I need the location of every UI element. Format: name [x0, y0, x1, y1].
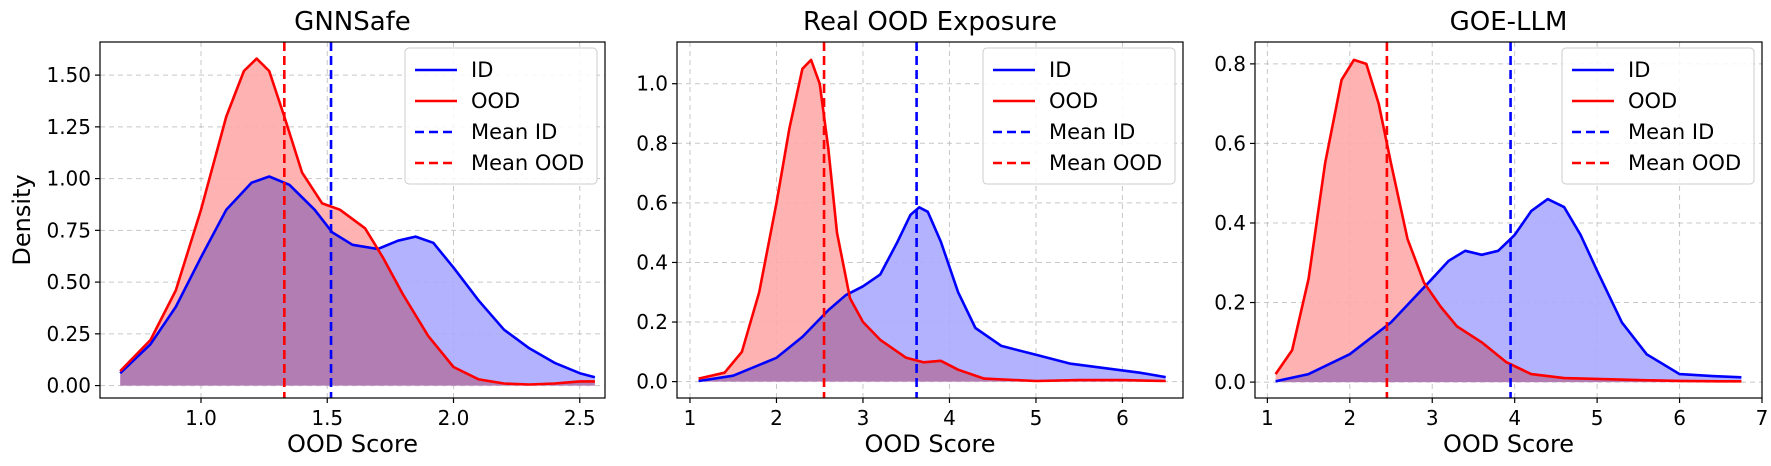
legend: ID OOD Mean ID Mean OOD	[404, 47, 598, 185]
x-tick-label: 2.0	[438, 406, 470, 430]
legend-label-ood: OOD	[1628, 89, 1677, 113]
y-tick-label: 1.25	[46, 115, 91, 139]
axes-frame	[676, 41, 1184, 399]
x-tick-label: 5	[1591, 406, 1604, 430]
x-tick-label: 2	[770, 406, 783, 430]
x-tick-label: 4	[943, 406, 956, 430]
density-area-ood	[120, 58, 595, 386]
y-tick-label: 1.00	[46, 167, 91, 191]
legend-label-ood: OOD	[471, 89, 520, 113]
y-axis-label: Density	[8, 174, 36, 265]
y-tick-label: 0.8	[636, 131, 668, 155]
y-tick-label: 0.50	[46, 270, 91, 294]
y-tick-label: 0.8	[1214, 52, 1246, 76]
chart-title: Real OOD Exposure	[803, 7, 1057, 37]
x-axis-label: OOD Score	[1443, 430, 1574, 458]
legend-label-id: ID	[471, 58, 493, 82]
legend-label-ood: OOD	[1049, 89, 1098, 113]
y-tick-label: 0.4	[1214, 211, 1246, 235]
x-axis-label: OOD Score	[287, 430, 418, 458]
x-tick-label: 7	[1756, 406, 1769, 430]
y-tick-label: 0.00	[46, 374, 91, 398]
x-tick-label: 2.5	[564, 406, 596, 430]
x-tick-label: 4	[1508, 406, 1521, 430]
axes-frame	[99, 41, 606, 399]
y-tick-label: 0.6	[1214, 131, 1246, 155]
chart-title: GNNSafe	[294, 7, 411, 37]
x-tick-label: 1	[684, 406, 697, 430]
legend-label-mean-ood: Mean OOD	[1049, 151, 1162, 175]
density-line-id	[698, 206, 1166, 383]
chart-panel-3: 1 2 3 4 5 6 7 0.0 0.2 0.4 0.6 0.8 GOE-LLM OOD Score ID…	[1214, 7, 1768, 458]
x-tick-label: 1.0	[185, 406, 217, 430]
chart-panel-1: 1.0 1.5 2.0 2.5 0.00 0.25 0.50 0.75 1.00 1.25 1.50…	[8, 7, 606, 458]
density-area-ood	[1275, 59, 1742, 383]
density-line-ood	[698, 58, 1166, 383]
legend-label-mean-id: Mean ID	[1628, 120, 1714, 144]
x-tick-label: 1.5	[311, 406, 343, 430]
y-tick-label: 0.25	[46, 322, 91, 346]
density-line-ood	[119, 57, 595, 386]
legend-box	[1561, 47, 1755, 185]
x-tick-label: 5	[1030, 406, 1043, 430]
legend-label-id: ID	[1628, 58, 1650, 82]
x-tick-label: 6	[1673, 406, 1686, 430]
chart-panel-2: 1 2 3 4 5 6 0.0 0.2 0.4 0.6 0.8 1.0 Real OOD Exposur…	[636, 7, 1184, 458]
y-tick-label: 0.0	[1214, 370, 1246, 394]
x-tick-label: 3	[1426, 406, 1439, 430]
legend-label-mean-id: Mean ID	[1049, 120, 1135, 144]
legend-label-mean-ood: Mean OOD	[471, 151, 584, 175]
density-area-ood	[698, 59, 1166, 382]
x-axis-label: OOD Score	[864, 430, 995, 458]
chart-title: GOE-LLM	[1450, 7, 1568, 37]
y-tick-label: 0.0	[636, 370, 668, 394]
y-tick-label: 1.50	[46, 63, 91, 87]
legend-label-mean-id: Mean ID	[471, 120, 557, 144]
x-tick-label: 1	[1261, 406, 1274, 430]
y-tick-label: 0.2	[1214, 291, 1246, 315]
legend-label-mean-ood: Mean OOD	[1628, 151, 1741, 175]
legend: ID OOD Mean ID Mean OOD	[1561, 47, 1755, 185]
x-tick-label: 2	[1343, 406, 1356, 430]
y-tick-label: 0.75	[46, 218, 91, 242]
legend: ID OOD Mean ID Mean OOD	[982, 47, 1176, 185]
density-line-id	[1275, 197, 1742, 383]
x-tick-label: 3	[857, 406, 870, 430]
y-tick-label: 0.4	[636, 250, 668, 274]
y-tick-label: 1.0	[636, 72, 668, 96]
legend-box	[404, 47, 598, 185]
legend-label-id: ID	[1049, 58, 1071, 82]
density-line-id	[119, 175, 596, 379]
legend-box	[982, 47, 1176, 185]
plot-area	[1274, 42, 1742, 398]
plot-area	[698, 42, 1166, 398]
density-line-ood	[1274, 58, 1742, 383]
x-tick-label: 6	[1116, 406, 1129, 430]
plot-area	[119, 42, 596, 398]
axes-frame	[1254, 41, 1763, 399]
y-tick-label: 0.2	[636, 310, 668, 334]
y-tick-label: 0.6	[636, 191, 668, 215]
